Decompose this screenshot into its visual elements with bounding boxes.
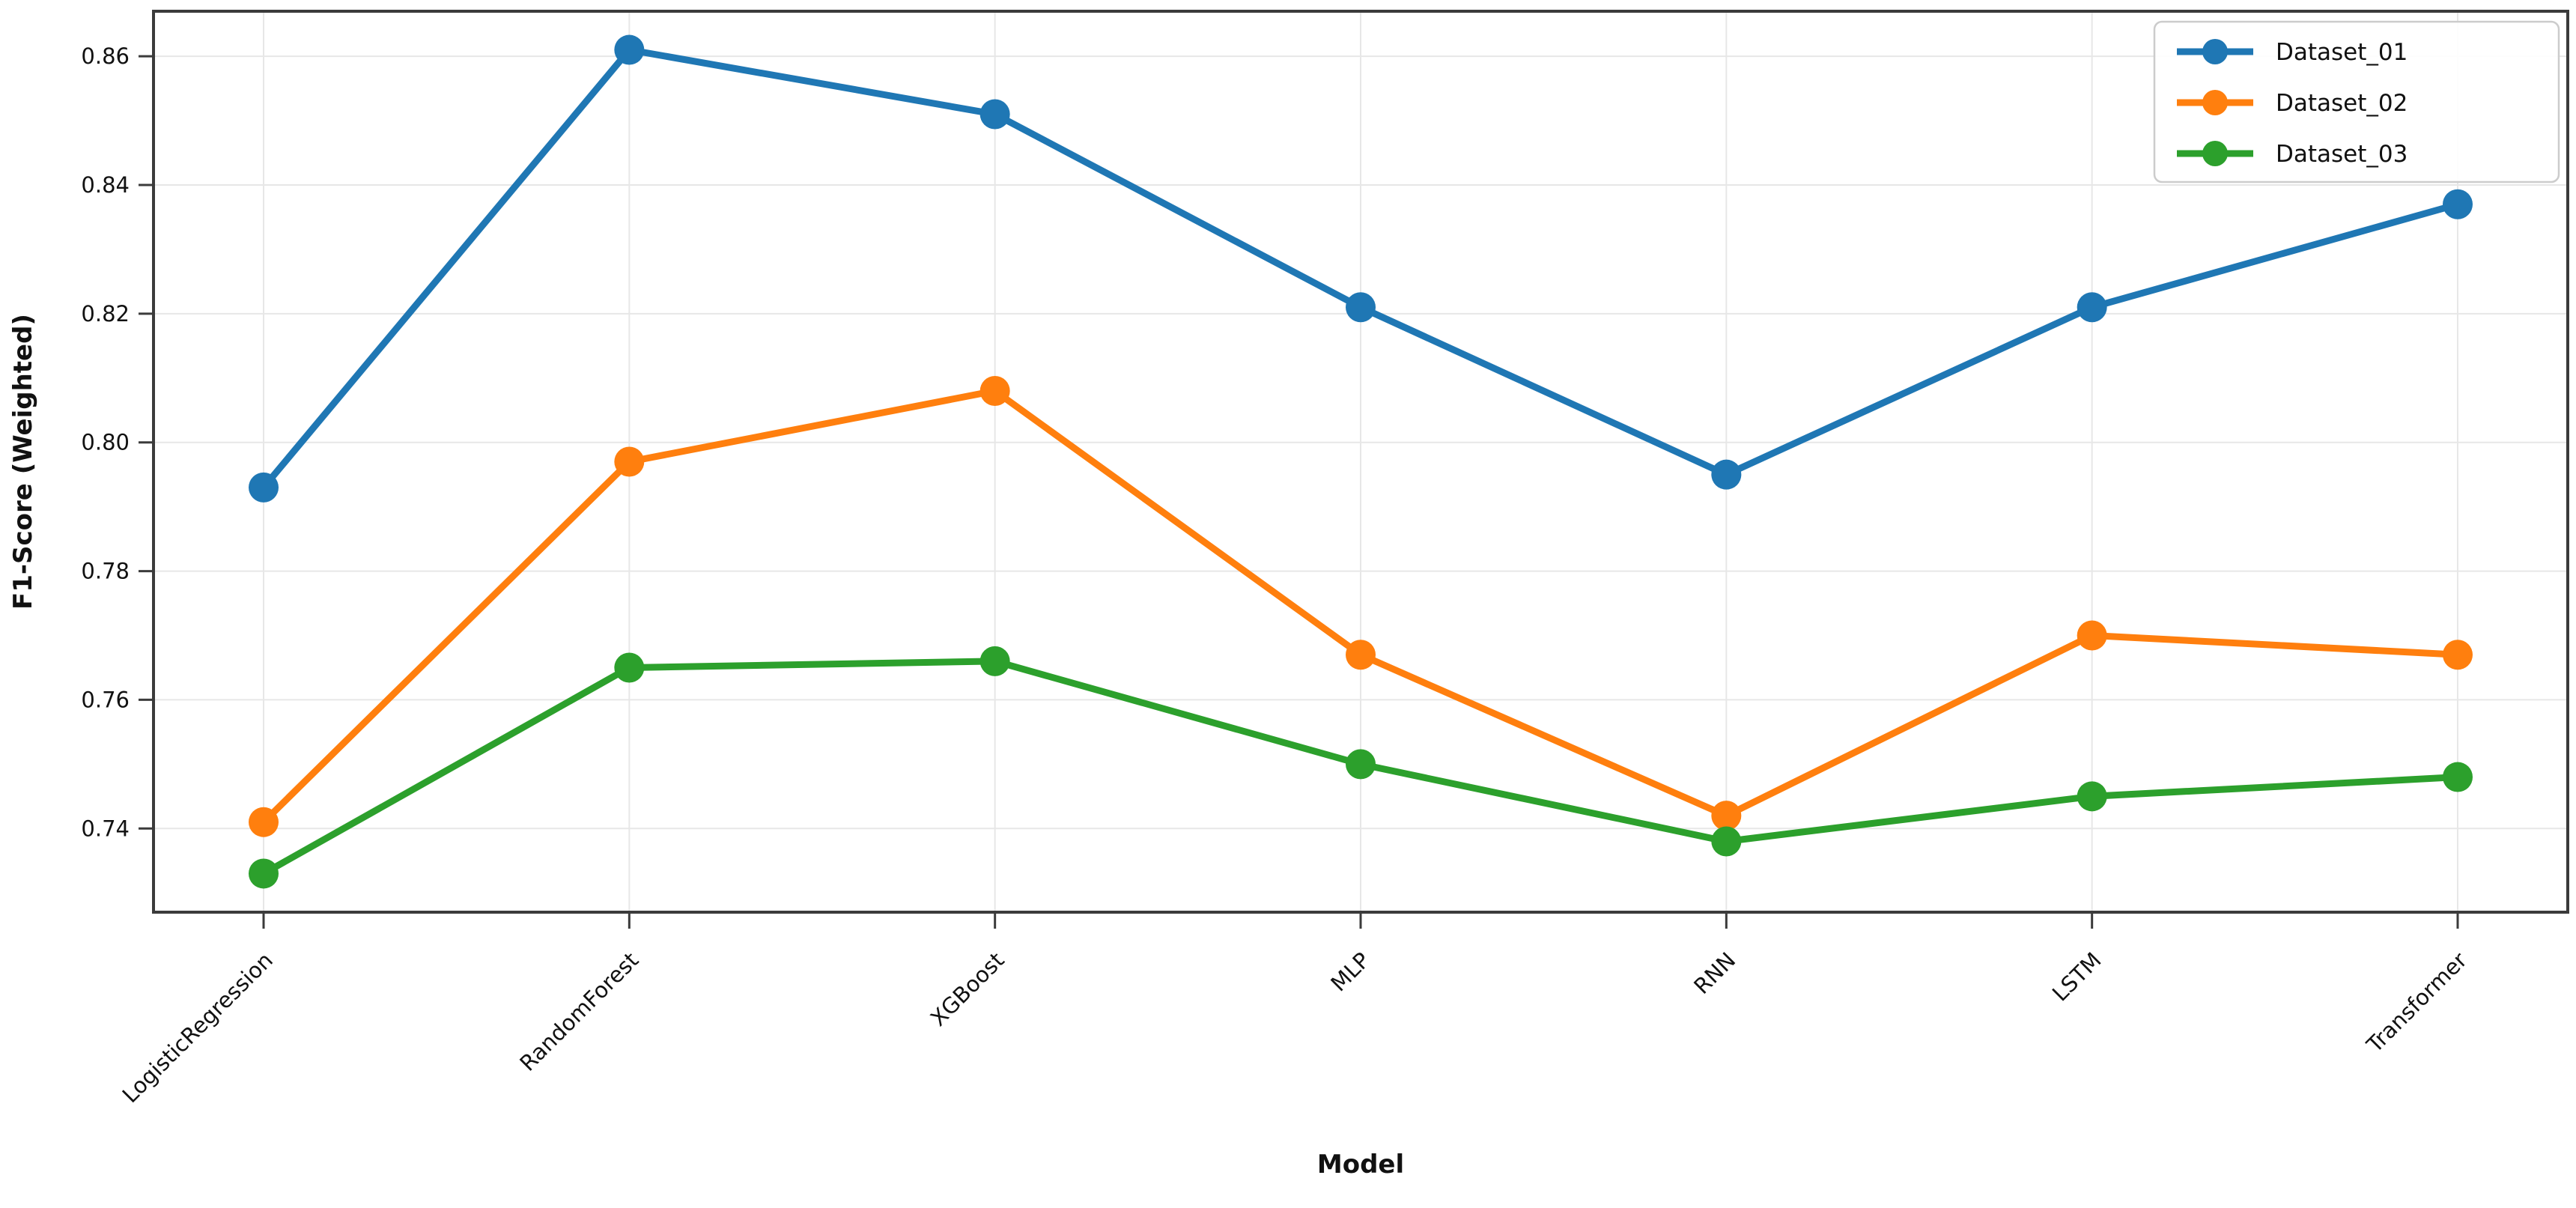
data-point-dataset_01	[2443, 189, 2473, 219]
y-tick-label: 0.78	[81, 559, 130, 584]
x-tick-label: Transformer	[2361, 947, 2472, 1058]
data-point-dataset_03	[1346, 749, 1376, 780]
data-point-dataset_01	[249, 472, 279, 503]
data-point-dataset_03	[249, 858, 279, 889]
data-point-dataset_02	[1711, 801, 1742, 831]
y-tick-label: 0.80	[81, 430, 130, 455]
data-point-dataset_01	[979, 99, 1010, 130]
axis-ticks: 0.74 0.76 0.78 0.80 0.82 0.84 0.86 LogisticRegr…	[81, 43, 2472, 1108]
legend-label-dataset_03: Dataset_03	[2276, 141, 2408, 168]
legend-label-dataset_02: Dataset_02	[2276, 90, 2408, 117]
data-point-dataset_02	[1346, 640, 1376, 670]
y-tick-label: 0.84	[81, 172, 130, 198]
x-tick-label: RNN	[1689, 947, 1740, 999]
y-tick-label: 0.82	[81, 301, 130, 327]
x-tick-label: LSTM	[2047, 947, 2106, 1007]
y-tick-label: 0.86	[81, 43, 130, 69]
legend-marker-dataset_03	[2202, 141, 2228, 166]
data-point-dataset_02	[979, 375, 1010, 406]
data-point-dataset_02	[249, 807, 279, 837]
data-point-dataset_01	[1711, 459, 1742, 490]
data-point-dataset_01	[2077, 292, 2107, 323]
x-tick-label: XGBoost	[926, 947, 1009, 1031]
legend-box	[2153, 20, 2560, 183]
x-tick-label: MLP	[1325, 947, 1375, 997]
series-lines	[249, 34, 2473, 889]
legend-marker-dataset_02	[2202, 90, 2228, 115]
data-point-dataset_02	[2077, 620, 2107, 651]
y-axis-label: F1-Score (Weighted)	[8, 314, 38, 610]
data-point-dataset_03	[614, 652, 645, 683]
x-tick-label: RandomForest	[514, 947, 643, 1076]
data-point-dataset_03	[1711, 826, 1742, 857]
data-point-dataset_03	[2443, 762, 2473, 792]
x-axis-label: Model	[1317, 1150, 1404, 1180]
y-tick-label: 0.74	[81, 816, 130, 841]
x-tick-label: LogisticRegression	[118, 947, 278, 1108]
data-point-dataset_02	[614, 446, 645, 477]
data-point-dataset_01	[614, 34, 645, 65]
data-point-dataset_01	[1346, 292, 1376, 323]
legend-marker-dataset_01	[2202, 39, 2228, 64]
y-tick-label: 0.76	[81, 687, 130, 712]
data-point-dataset_02	[2443, 640, 2473, 670]
legend-label-dataset_01: Dataset_01	[2276, 39, 2408, 66]
data-point-dataset_03	[2077, 781, 2107, 812]
legend: Dataset_01 Dataset_02 Dataset_03	[2153, 20, 2560, 183]
data-point-dataset_03	[979, 646, 1010, 676]
